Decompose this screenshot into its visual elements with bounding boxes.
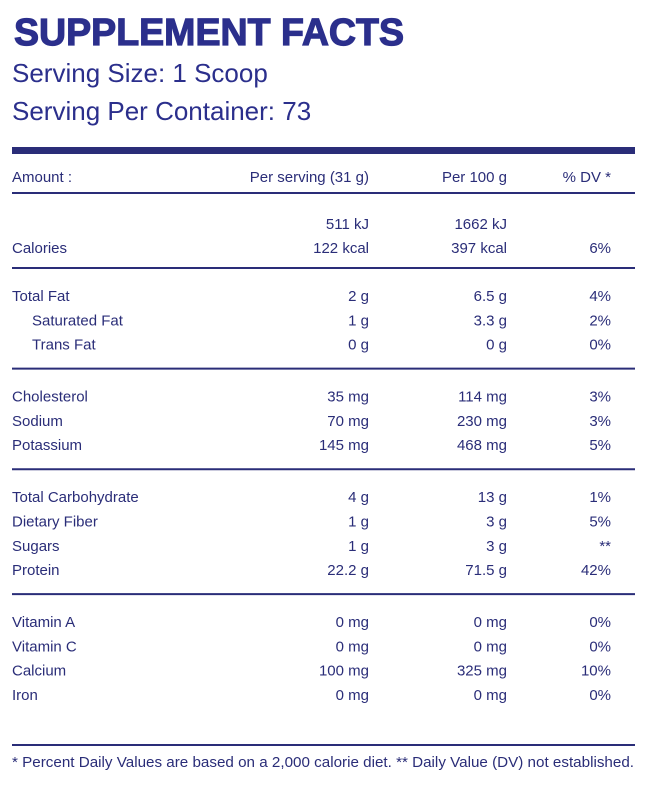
cell: 1 g xyxy=(348,312,369,329)
cell: 71.5 g xyxy=(465,562,507,579)
row-label: Total Carbohydrate xyxy=(12,489,139,506)
cell: 0% xyxy=(589,337,611,354)
cell: 10% xyxy=(581,663,611,680)
row-label: Sugars xyxy=(12,538,60,555)
row-label: Cholesterol xyxy=(12,389,88,406)
thick-rule xyxy=(12,147,635,154)
cell: 1 g xyxy=(348,538,369,555)
column-header: % DV * xyxy=(563,169,612,186)
cell: 2% xyxy=(589,312,611,329)
row-label: Dietary Fiber xyxy=(12,513,98,530)
cell: 3.3 g xyxy=(474,312,507,329)
cell: 3% xyxy=(589,413,611,430)
cell: 13 g xyxy=(478,489,507,506)
footnote: * Percent Daily Values are based on a 2,… xyxy=(12,754,634,771)
column-header: Per serving (31 g) xyxy=(250,169,369,186)
cell: 42% xyxy=(581,562,611,579)
cell: 2 g xyxy=(348,288,369,305)
cell: 70 mg xyxy=(327,413,369,430)
cell: 0 mg xyxy=(474,638,507,655)
row-label: Vitamin C xyxy=(12,638,77,655)
servings-per-container: Serving Per Container: 73 xyxy=(12,96,311,126)
cell: 325 mg xyxy=(457,663,507,680)
serving-size: Serving Size: 1 Scoop xyxy=(12,58,268,88)
cell: 1662 kJ xyxy=(454,216,507,233)
row-label: Total Fat xyxy=(12,288,70,305)
row-label: Vitamin A xyxy=(12,614,75,631)
cell: 0 g xyxy=(348,337,369,354)
column-header: Amount : xyxy=(12,169,72,186)
cell: 114 mg xyxy=(458,389,507,406)
cell: 0 mg xyxy=(336,614,369,631)
cell: 0% xyxy=(589,687,611,704)
cell: 1% xyxy=(589,489,611,506)
row-label: Iron xyxy=(12,687,38,704)
row-label: Sodium xyxy=(12,413,63,430)
cell: 0% xyxy=(589,614,611,631)
cell: 35 mg xyxy=(327,389,369,406)
cell: 511 kJ xyxy=(326,216,369,233)
row-label: Protein xyxy=(12,562,60,579)
cell: 5% xyxy=(589,437,611,454)
row-label: Potassium xyxy=(12,437,82,454)
cell: 3 g xyxy=(486,513,507,530)
cell: 6.5 g xyxy=(474,288,507,305)
cell: ** xyxy=(599,538,611,555)
cell: 100 mg xyxy=(319,663,369,680)
row-label: Calcium xyxy=(12,663,66,680)
cell: 230 mg xyxy=(457,413,507,430)
cell: 4 g xyxy=(348,489,369,506)
row-label: Trans Fat xyxy=(32,337,96,354)
cell: 0 mg xyxy=(336,638,369,655)
cell: 3% xyxy=(589,389,611,406)
cell: 0 mg xyxy=(474,614,507,631)
cell: 0 mg xyxy=(474,687,507,704)
row-label: Calories xyxy=(12,240,67,257)
cell: 0% xyxy=(589,638,611,655)
cell: 4% xyxy=(589,288,611,305)
cell: 0 g xyxy=(486,337,507,354)
cell: 468 mg xyxy=(457,437,507,454)
cell: 22.2 g xyxy=(327,562,369,579)
cell: 122 kcal xyxy=(313,240,369,257)
cell: 397 kcal xyxy=(451,240,507,257)
cell: 3 g xyxy=(486,538,507,555)
cell: 145 mg xyxy=(319,437,369,454)
row-label: Saturated Fat xyxy=(32,312,124,329)
column-header: Per 100 g xyxy=(442,169,507,186)
cell: 1 g xyxy=(348,513,369,530)
title: SUPPLEMENT FACTS xyxy=(14,12,404,54)
cell: 5% xyxy=(589,513,611,530)
cell: 0 mg xyxy=(336,687,369,704)
cell: 6% xyxy=(589,240,611,257)
